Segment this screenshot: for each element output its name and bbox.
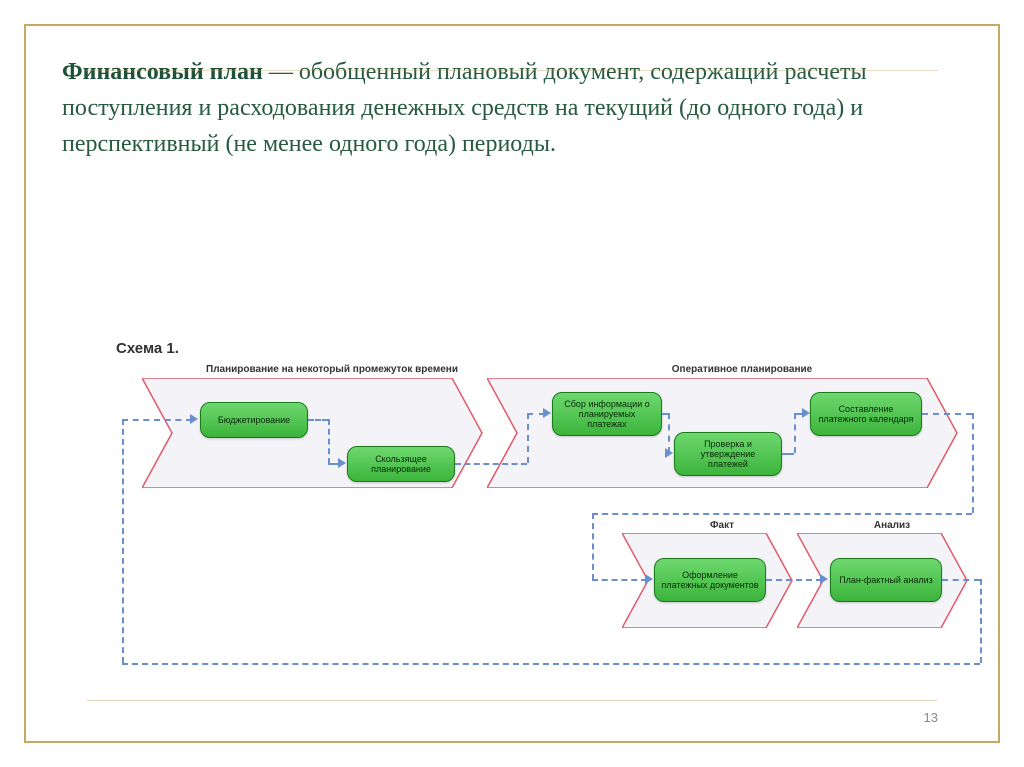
section-planning: Планирование на некоторый промежуток вре… [202,364,462,375]
dash-fb-down [980,579,982,663]
dash-chk-v [794,413,796,453]
node-collect: Сбор информации о планируемых платежах [552,392,662,436]
dash-cal-back [592,513,972,515]
page-number: 13 [924,710,938,725]
dash-fb-out [942,579,980,581]
section-operative: Оперативное планирование [642,364,842,375]
dash-roll-h1 [455,463,527,465]
scheme-label: Схема 1. [116,340,179,357]
arrow-bud-rolling [338,458,346,468]
arrow-docs-pf [820,574,828,584]
dash-roll-v [527,413,529,463]
dash-fb-up [122,419,124,663]
arrow-col-check [665,448,673,458]
bottom-rule [86,700,938,701]
dash-fb-bottom [122,663,980,665]
node-rolling: Скользящее планирование [347,446,455,482]
dash-col-v [668,413,670,453]
node-calendar: Составление платежного календаря [810,392,922,436]
dash-cal-down [972,413,974,513]
slide-frame: Финансовый план — обобщенный плановый до… [24,24,1000,743]
node-check: Проверка и утверждение платежей [674,432,782,476]
dash-bud-v [328,419,330,464]
top-rule [86,70,938,71]
arrow-chk-cal [802,408,810,418]
dash-chk-h1 [782,453,794,455]
dash-docs-pf [766,579,822,581]
node-plan-fact: План-фактный анализ [830,558,942,602]
chevron-planning [142,378,512,488]
dash-bud-h1 [308,419,328,421]
node-docs: Оформление платежных документов [654,558,766,602]
arrow-into-docs [645,574,653,584]
node-budgeting: Бюджетирование [200,402,308,438]
arrow-into-budgeting [190,414,198,424]
title-bold: Финансовый план [62,59,263,85]
flow-diagram: Планирование на некоторый промежуток вре… [82,358,992,698]
section-analysis: Анализ [852,520,932,531]
section-fact: Факт [682,520,762,531]
dash-into-docs [592,579,647,581]
dash-into-budgeting [122,419,192,421]
arrow-roll-collect [543,408,551,418]
dash-cal-into-docs [592,513,594,580]
dash-cal-exit [922,413,972,415]
